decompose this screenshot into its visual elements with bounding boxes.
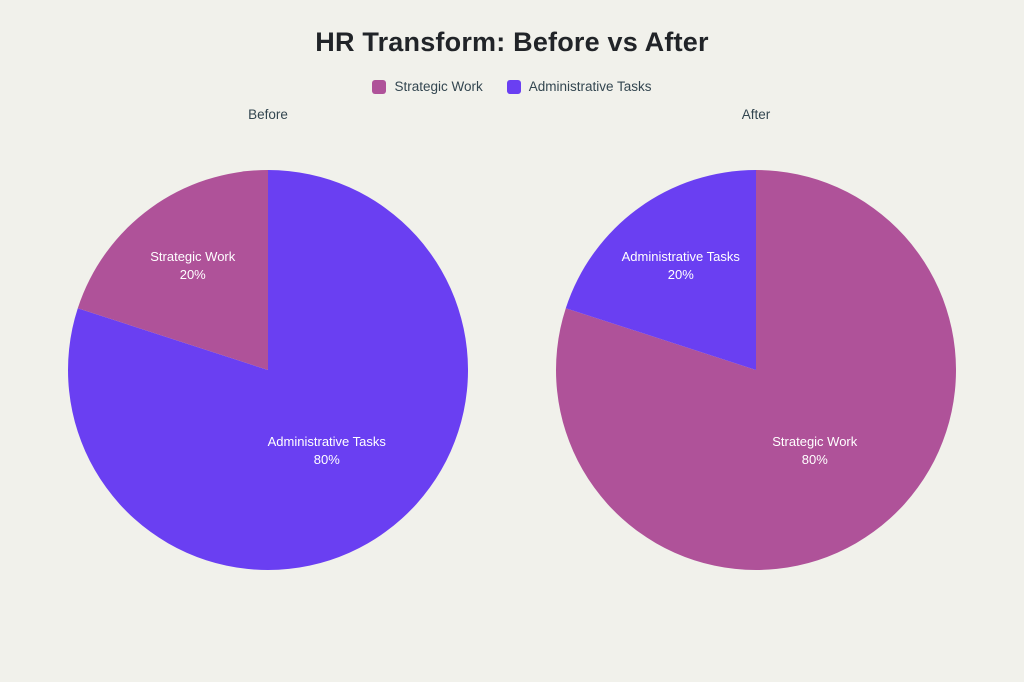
legend-item-strategic-work: Strategic Work	[372, 79, 483, 94]
legend-swatch-administrative-tasks	[506, 79, 521, 94]
chart-main-title: HR Transform: Before vs After	[315, 27, 709, 57]
pie-svg	[556, 170, 956, 570]
legend-item-administrative-tasks: Administrative Tasks	[506, 79, 652, 94]
pie-slice-strategic-work	[77, 170, 268, 370]
legend: Strategic Work Administrative Tasks	[0, 79, 1024, 94]
legend-swatch-strategic-work	[372, 79, 387, 94]
pie-title-after: After	[741, 107, 771, 122]
pie-title-before: Before	[248, 107, 288, 122]
pie-slice-administrative-tasks	[565, 170, 756, 370]
pie-slice-administrative-tasks	[68, 170, 468, 570]
pie-svg	[68, 170, 468, 570]
legend-label-strategic-work: Strategic Work	[394, 79, 483, 94]
legend-label-administrative-tasks: Administrative Tasks	[528, 79, 652, 94]
pie-chart-after: Strategic Work 80% Administrative Tasks 20%	[556, 170, 956, 570]
pie-chart-before: Administrative Tasks 80% Strategic Work 20%	[68, 170, 468, 570]
pie-slice-strategic-work	[556, 170, 956, 570]
